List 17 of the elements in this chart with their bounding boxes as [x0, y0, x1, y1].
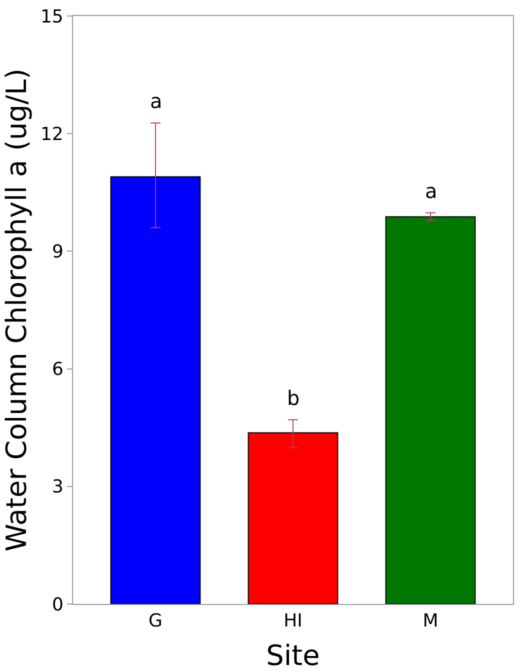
bar [110, 176, 201, 604]
y-tick-label: 6 [52, 359, 64, 380]
y-tick-label: 12 [40, 124, 64, 145]
y-tick-label: 0 [52, 594, 64, 616]
y-axis-title: Water Column Chlorophyll a (ug/L) [0, 68, 33, 552]
x-tick-label: M [422, 610, 438, 632]
y-tick-label: 3 [52, 476, 64, 498]
y-tick-label: 15 [40, 6, 64, 28]
x-tick-label: HI [284, 610, 302, 632]
bar [385, 216, 476, 604]
x-axis-title: Site [266, 639, 320, 672]
y-tick-label: 9 [52, 242, 64, 262]
annotation: a [150, 89, 162, 113]
annotation: a [425, 179, 438, 203]
x-tick-label: G [148, 610, 162, 632]
annotation: b [287, 386, 300, 410]
bar [248, 432, 338, 604]
